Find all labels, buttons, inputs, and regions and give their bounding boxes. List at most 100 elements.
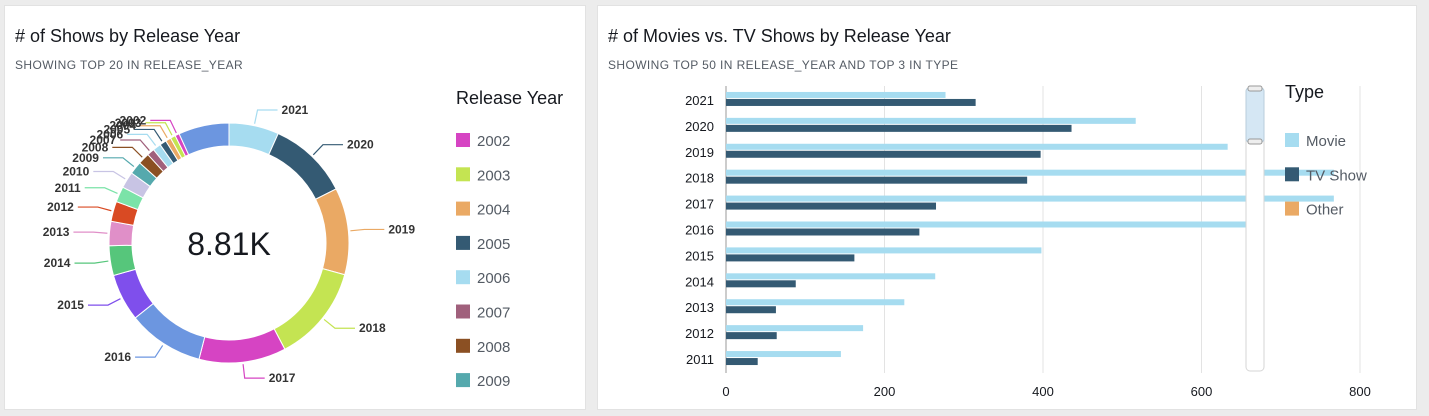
slice-label-2021: 2021 (282, 103, 309, 117)
legend-swatch-movie (1285, 133, 1299, 147)
bar-movie-2021[interactable] (726, 91, 946, 98)
legend-swatch-2007 (456, 304, 470, 319)
slice-leader-line (87, 298, 121, 306)
legend-swatch-2003 (456, 167, 470, 182)
x-tick-label-800: 800 (1349, 384, 1371, 399)
donut-slice-2019[interactable] (314, 188, 350, 276)
legend-item-2009[interactable]: 2009 (477, 373, 510, 390)
slice-label-2009: 2009 (72, 151, 99, 165)
slice-label-2004: 2004 (109, 119, 136, 133)
legend-item-movie[interactable]: Movie (1306, 133, 1346, 150)
legend-item-other[interactable]: Other (1306, 202, 1344, 219)
legend-swatch-2006 (456, 270, 470, 285)
slice-leader-line (135, 345, 164, 358)
legend-swatch-other (1285, 201, 1299, 216)
scrollbar-bottom-handle[interactable] (1247, 138, 1263, 145)
bar-chart[interactable]: 0 200 400 600 800 2021 2020 2019 2018 2017 2016 201… (598, 6, 1418, 411)
slice-leader-line (254, 109, 278, 124)
bar-tv-show-2015[interactable] (726, 254, 855, 262)
donut-chart[interactable]: 2021 2020 2019 2018 2017 2016 2015 2014 2013 2012… (5, 6, 587, 411)
slice-leader-line (145, 122, 173, 136)
donut-slice-2017[interactable] (198, 328, 286, 364)
bar-tv-show-2019[interactable] (726, 150, 1041, 158)
slice-leader-line (93, 170, 126, 180)
donut-slice-2016[interactable] (134, 302, 206, 360)
legend-swatch-tv-show (1285, 167, 1299, 182)
y-tick-label-2018: 2018 (685, 171, 714, 186)
bar-movie-2016[interactable] (726, 221, 1248, 228)
donut-chart-panel: # of Shows by Release Year SHOWING TOP 2… (4, 5, 586, 410)
slice-label-2011: 2011 (55, 181, 81, 195)
scrollbar-top-handle[interactable] (1247, 85, 1263, 92)
slice-label-2020: 2020 (347, 138, 374, 152)
x-tick-label-200: 200 (874, 384, 896, 399)
slice-label-2012: 2012 (47, 200, 74, 214)
legend-item-2007[interactable]: 2007 (477, 305, 510, 322)
bar-movie-2018[interactable] (726, 169, 1334, 176)
legend-item-2005[interactable]: 2005 (477, 236, 510, 253)
legend-item-2003[interactable]: 2003 (477, 167, 510, 184)
bar-movie-2012[interactable] (726, 325, 864, 332)
bar-movie-2019[interactable] (726, 143, 1228, 150)
donut-slice-other-20[interactable] (178, 122, 230, 156)
slice-label-2014: 2014 (44, 256, 71, 270)
vertical-scrollbar-thumb[interactable] (1245, 87, 1265, 143)
legend-swatch-2009 (456, 373, 470, 388)
legend-swatch-2005 (456, 235, 470, 250)
slice-label-2006: 2006 (96, 127, 123, 141)
y-tick-label-2017: 2017 (685, 197, 714, 212)
legend-item-2002[interactable]: 2002 (477, 133, 510, 150)
bar-movie-2017[interactable] (726, 195, 1334, 202)
y-tick-label-2021: 2021 (685, 93, 714, 108)
donut-center-total: 8.81K (187, 226, 271, 262)
bar-tv-show-2020[interactable] (726, 124, 1072, 132)
slice-label-2017: 2017 (269, 371, 296, 385)
bar-chart-panel: # of Movies vs. TV Shows by Release Year… (597, 5, 1417, 410)
legend-item-2006[interactable]: 2006 (477, 270, 510, 287)
slice-leader-line (140, 125, 168, 139)
slice-leader-line (73, 231, 108, 234)
slice-label-2010: 2010 (63, 165, 90, 179)
bar-tv-show-2021[interactable] (726, 98, 976, 106)
donut-slice-2018[interactable] (273, 268, 346, 350)
bar-tv-show-2014[interactable] (726, 280, 796, 288)
bar-tv-show-2013[interactable] (726, 306, 776, 314)
bar-movie-2020[interactable] (726, 117, 1136, 124)
legend-item-2008[interactable]: 2008 (477, 339, 510, 356)
slice-leader-line (120, 139, 150, 151)
slice-leader-line (312, 144, 343, 156)
slice-label-2016: 2016 (104, 350, 131, 364)
slice-leader-line (112, 146, 143, 158)
legend-item-2004[interactable]: 2004 (477, 202, 510, 219)
x-tick-label-0: 0 (722, 384, 729, 399)
bar-chart-subtitle: SHOWING TOP 50 IN RELEASE_YEAR AND TOP 3… (608, 58, 959, 72)
bar-tv-show-2017[interactable] (726, 202, 937, 210)
slice-leader-line (323, 318, 355, 329)
bar-movie-2013[interactable] (726, 299, 905, 306)
bar-tv-show-2018[interactable] (726, 176, 1028, 184)
slice-label-2013: 2013 (43, 225, 70, 239)
slice-label-2002: 2002 (120, 113, 147, 127)
legend-swatch-2004 (456, 201, 470, 216)
slice-leader-line (127, 133, 157, 146)
bar-movie-2015[interactable] (726, 247, 1042, 254)
slice-leader-line (134, 128, 163, 142)
slice-leader-line (74, 260, 109, 264)
y-tick-label-2020: 2020 (685, 119, 714, 134)
slice-label-2007: 2007 (90, 133, 117, 147)
bar-movie-2011[interactable] (726, 351, 841, 358)
bar-movie-2014[interactable] (726, 273, 936, 280)
slice-label-2005: 2005 (103, 122, 130, 136)
bar-tv-show-2012[interactable] (726, 332, 777, 340)
donut-slice-2020[interactable] (268, 132, 337, 200)
y-tick-label-2013: 2013 (685, 300, 714, 315)
legend-swatch-2008 (456, 338, 470, 353)
bar-tv-show-2016[interactable] (726, 228, 920, 236)
y-tick-label-2019: 2019 (685, 145, 714, 160)
legend-item-tv-show[interactable]: TV Show (1306, 167, 1367, 184)
bar-tv-show-2011[interactable] (726, 358, 758, 366)
y-tick-label-2014: 2014 (685, 274, 714, 289)
donut-chart-title: # of Shows by Release Year (15, 26, 241, 46)
slice-label-2008: 2008 (82, 140, 109, 154)
slice-label-2015: 2015 (57, 298, 84, 312)
